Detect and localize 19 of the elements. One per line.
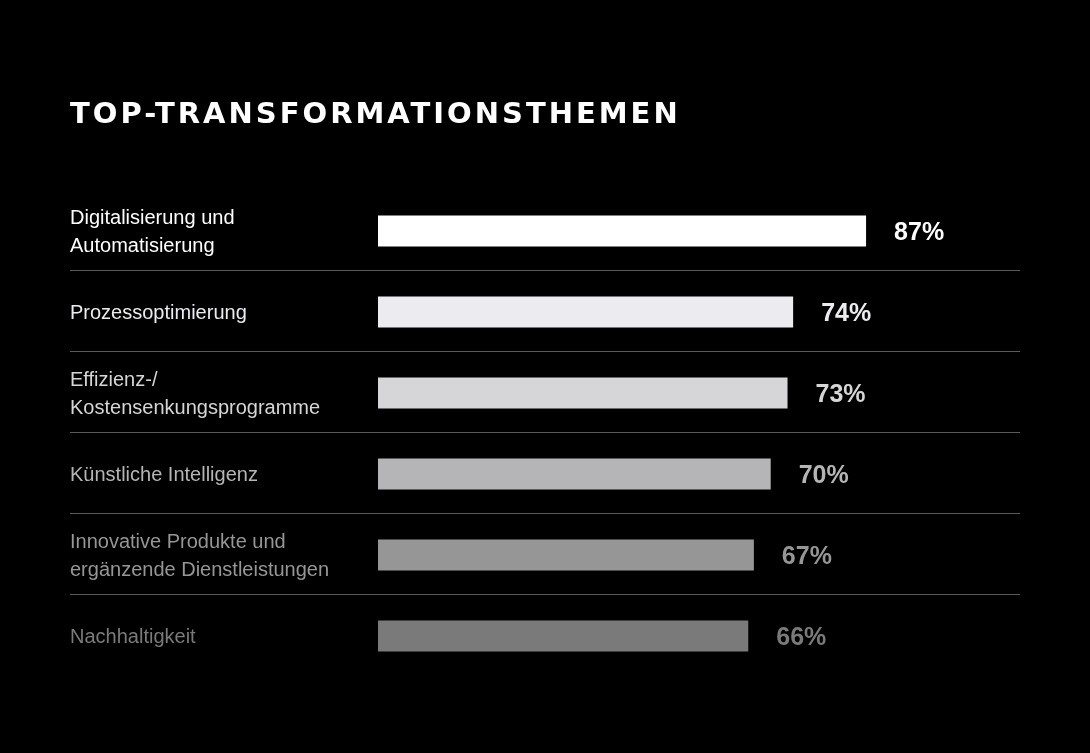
y-tick-label: Innovative Produkte und ergänzende Dienstleistungen — [70, 530, 330, 580]
y-tick-label: Digitalisierung und Automatisierung — [70, 206, 241, 256]
bar — [378, 620, 749, 652]
chart-title: TOP-TRANSFORMATIONSTHEMEN — [70, 96, 681, 130]
bar — [378, 539, 754, 571]
data-label: 73% — [815, 379, 866, 407]
y-tick-label: Künstliche Intelligenz — [70, 463, 258, 485]
y-tick-label: Prozessoptimierung — [70, 301, 247, 323]
bar — [378, 215, 867, 247]
data-label: 74% — [821, 298, 872, 326]
data-label: 66% — [776, 622, 827, 650]
y-tick-label: Effizienz-/ Kostensenkungsprogramme — [70, 368, 321, 418]
data-label: 87% — [894, 217, 945, 245]
bar — [378, 296, 794, 328]
y-tick-label: Nachhaltigkeit — [70, 625, 197, 647]
bar — [378, 458, 771, 490]
data-label: 70% — [798, 460, 849, 488]
bar — [378, 377, 788, 409]
data-label: 67% — [781, 541, 832, 569]
